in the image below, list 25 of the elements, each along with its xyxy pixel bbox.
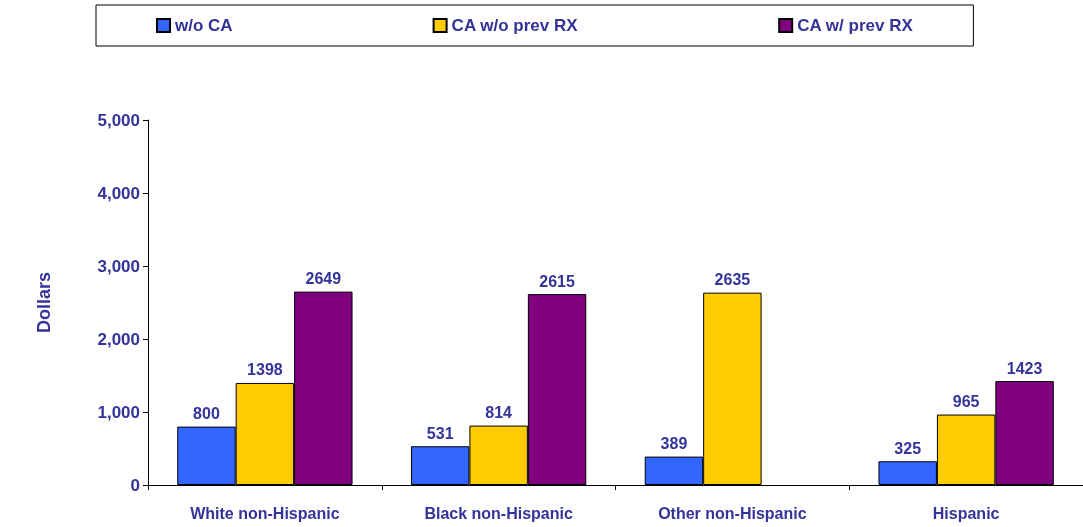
data-label: 531 bbox=[426, 424, 454, 442]
data-label: 800 bbox=[193, 405, 220, 423]
y-tick-label: 4,000 bbox=[97, 183, 140, 203]
y-tick-label: 3,000 bbox=[97, 256, 140, 276]
x-tick-label: Hispanic bbox=[932, 504, 1000, 522]
y-tick-label: 2,000 bbox=[97, 329, 140, 349]
y-tick-label: 5,000 bbox=[97, 110, 140, 130]
data-label: 2635 bbox=[714, 271, 751, 289]
x-tick-label: White non-Hispanic bbox=[190, 504, 340, 522]
data-label: 965 bbox=[952, 393, 980, 411]
data-label: 1423 bbox=[1006, 359, 1043, 377]
data-label: 2649 bbox=[305, 270, 342, 288]
data-label: 389 bbox=[660, 435, 688, 453]
data-label: 325 bbox=[894, 439, 922, 457]
x-tick-label: Black non-Hispanic bbox=[424, 504, 573, 522]
y-axis-title: Dollars bbox=[34, 271, 54, 334]
legend-label: w/o CA bbox=[174, 16, 233, 35]
y-tick-label: 1,000 bbox=[97, 402, 140, 422]
x-tick-label: Other non-Hispanic bbox=[658, 504, 807, 522]
data-label: 814 bbox=[485, 404, 513, 422]
legend-label: CA w/o prev RX bbox=[451, 16, 579, 35]
y-tick-label: 0 bbox=[130, 475, 140, 495]
data-label: 2615 bbox=[539, 272, 575, 290]
data-label: 1398 bbox=[247, 361, 283, 379]
legend-label: CA w/ prev RX bbox=[797, 16, 914, 35]
